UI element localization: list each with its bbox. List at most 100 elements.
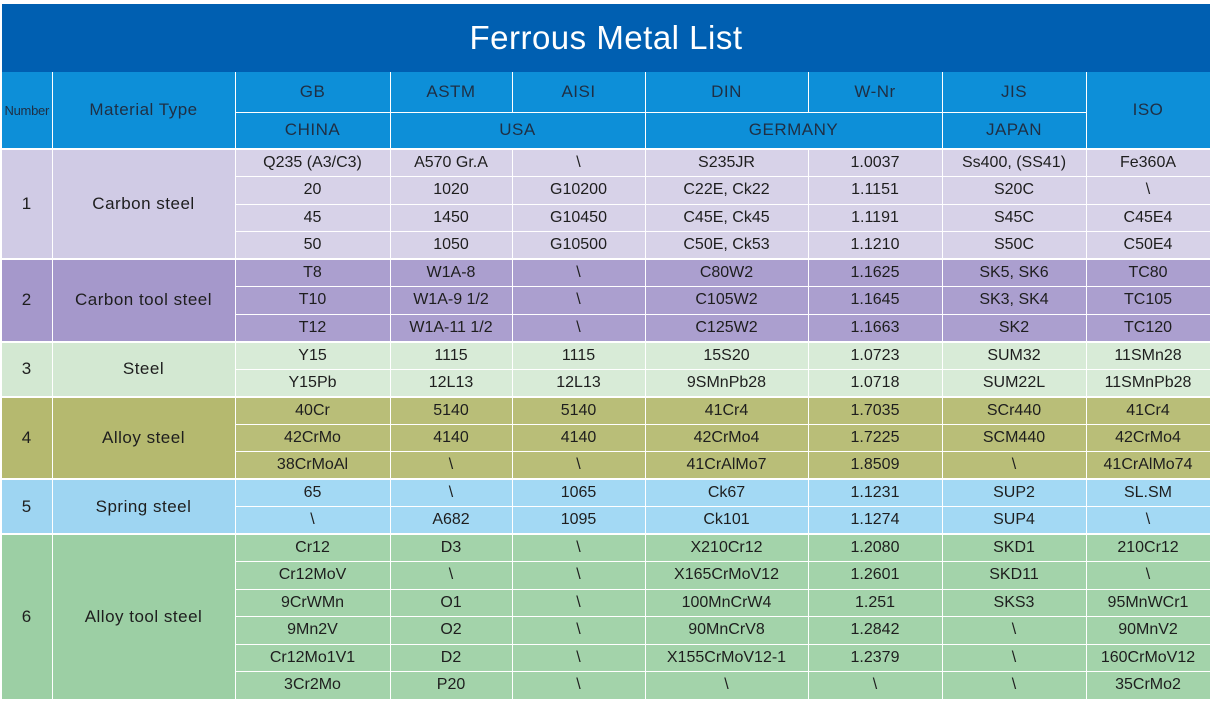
row-number: 1 bbox=[2, 148, 53, 260]
cell-wnr: 1.1274 bbox=[808, 506, 943, 535]
cell-iso: 11SMnPb28 bbox=[1086, 369, 1211, 397]
cell-gb: Cr12Mo1V1 bbox=[235, 644, 391, 672]
cell-wnr: 1.0718 bbox=[808, 369, 943, 397]
cell-aisi: 4140 bbox=[512, 424, 646, 452]
cell-aisi: 1065 bbox=[512, 478, 646, 507]
metal-table: Number Material Type GB ASTM AISI DIN W-… bbox=[2, 72, 1211, 700]
cell-iso: 160CrMoV12 bbox=[1086, 644, 1211, 672]
cell-gb: 9Mn2V bbox=[235, 616, 391, 645]
cell-iso: SL.SM bbox=[1086, 478, 1211, 507]
header-jis: JIS bbox=[942, 72, 1087, 113]
cell-din: C22E, Ck22 bbox=[645, 176, 809, 205]
cell-jis: \ bbox=[942, 644, 1087, 672]
material-type-cell: Spring steel bbox=[52, 478, 236, 535]
cell-din: S235JR bbox=[645, 148, 809, 177]
cell-gb: T10 bbox=[235, 286, 391, 315]
cell-astm: O1 bbox=[390, 589, 513, 617]
cell-jis: SKD11 bbox=[942, 561, 1087, 590]
cell-aisi: \ bbox=[512, 314, 646, 342]
table-row: 2 Carbon tool steel T8 W1A-8 \ C80W2 1.1625 SK5… bbox=[2, 258, 1211, 342]
cell-astm: D3 bbox=[390, 533, 513, 562]
cell-aisi: \ bbox=[512, 533, 646, 562]
cell-iso: 95MnWCr1 bbox=[1086, 589, 1211, 617]
cell-astm: \ bbox=[390, 561, 513, 590]
cell-din: X155CrMoV12-1 bbox=[645, 644, 809, 672]
material-type-cell: Alloy steel bbox=[52, 395, 236, 480]
cell-jis: SKS3 bbox=[942, 589, 1087, 617]
cell-aisi: \ bbox=[512, 644, 646, 672]
header-japan: JAPAN bbox=[942, 112, 1087, 150]
cell-astm: 1050 bbox=[390, 231, 513, 260]
table-row: \ A682 1095 Ck101 1.1274 SUP4 \ bbox=[2, 506, 1211, 535]
cell-jis: SUM32 bbox=[942, 340, 1087, 370]
cell-astm: 12L13 bbox=[390, 369, 513, 397]
cell-aisi: G10450 bbox=[512, 204, 646, 232]
cell-astm: A570 Gr.A bbox=[390, 148, 513, 177]
cell-wnr: 1.2601 bbox=[808, 561, 943, 590]
cell-iso: C45E4 bbox=[1086, 204, 1211, 232]
cell-wnr: 1.1231 bbox=[808, 478, 943, 507]
cell-wnr: 1.2379 bbox=[808, 644, 943, 672]
cell-wnr: 1.2842 bbox=[808, 616, 943, 645]
table-row: 5 Spring steel 65 \ 1065 Ck67 1.1231 SUP2 SL.SM bbox=[2, 478, 1211, 535]
cell-jis: S45C bbox=[942, 204, 1087, 232]
cell-astm: \ bbox=[390, 478, 513, 507]
header-aisi: AISI bbox=[512, 72, 646, 113]
cell-iso: 11SMn28 bbox=[1086, 340, 1211, 370]
cell-aisi: \ bbox=[512, 258, 646, 287]
cell-astm: 1450 bbox=[390, 204, 513, 232]
cell-gb: Cr12MoV bbox=[235, 561, 391, 590]
table-row: Y15Pb 12L13 12L13 9SMnPb28 1.0718 SUM22L 11SMn… bbox=[2, 369, 1211, 397]
cell-jis: \ bbox=[942, 616, 1087, 645]
cell-jis: \ bbox=[942, 451, 1087, 480]
header-din: DIN bbox=[645, 72, 809, 113]
cell-wnr: 1.1191 bbox=[808, 204, 943, 232]
cell-jis: SKD1 bbox=[942, 533, 1087, 562]
cell-wnr: 1.1645 bbox=[808, 286, 943, 315]
cell-wnr: 1.2080 bbox=[808, 533, 943, 562]
header-number: Number bbox=[2, 72, 53, 150]
cell-aisi: \ bbox=[512, 589, 646, 617]
cell-iso: TC120 bbox=[1086, 314, 1211, 342]
header-gb: GB bbox=[235, 72, 391, 113]
cell-din: X165CrMoV12 bbox=[645, 561, 809, 590]
table-body: 1 Carbon steel Q235 (A3/C3) A570 Gr.A \ S235J… bbox=[2, 148, 1211, 700]
cell-aisi: \ bbox=[512, 671, 646, 700]
cell-gb: 42CrMo bbox=[235, 424, 391, 452]
cell-din: 9SMnPb28 bbox=[645, 369, 809, 397]
table-header: Number Material Type GB ASTM AISI DIN W-… bbox=[2, 72, 1211, 150]
header-china: CHINA bbox=[235, 112, 391, 150]
cell-gb: 3Cr2Mo bbox=[235, 671, 391, 700]
cell-din: Ck101 bbox=[645, 506, 809, 535]
row-number: 3 bbox=[2, 340, 53, 397]
page-title: Ferrous Metal List bbox=[2, 4, 1210, 72]
cell-aisi: G10500 bbox=[512, 231, 646, 260]
cell-gb: Q235 (A3/C3) bbox=[235, 148, 391, 177]
table-row: 42CrMo 4140 4140 42CrMo4 1.7225 SCM440 42CrMo4 bbox=[2, 424, 1211, 452]
cell-astm: 1115 bbox=[390, 340, 513, 370]
cell-aisi: 5140 bbox=[512, 395, 646, 425]
cell-aisi: \ bbox=[512, 148, 646, 177]
cell-astm: O2 bbox=[390, 616, 513, 645]
cell-iso: TC105 bbox=[1086, 286, 1211, 315]
table-row: 9CrWMn O1 \ 100MnCrW4 1.251 SKS3 95MnWCr1 bbox=[2, 589, 1211, 617]
page-title-text: Ferrous Metal List bbox=[469, 19, 743, 56]
cell-iso: \ bbox=[1086, 176, 1211, 205]
cell-wnr: 1.1151 bbox=[808, 176, 943, 205]
cell-gb: T8 bbox=[235, 258, 391, 287]
cell-gb: Y15Pb bbox=[235, 369, 391, 397]
cell-wnr: 1.251 bbox=[808, 589, 943, 617]
cell-iso: 41CrAlMo74 bbox=[1086, 451, 1211, 480]
cell-astm: W1A-11 1/2 bbox=[390, 314, 513, 342]
cell-jis: SUP4 bbox=[942, 506, 1087, 535]
material-type-cell: Alloy tool steel bbox=[52, 533, 236, 700]
cell-din: 90MnCrV8 bbox=[645, 616, 809, 645]
cell-din: X210Cr12 bbox=[645, 533, 809, 562]
table-row: 9Mn2V O2 \ 90MnCrV8 1.2842 \ 90MnV2 bbox=[2, 616, 1211, 645]
cell-din: C50E, Ck53 bbox=[645, 231, 809, 260]
table-row: 3 Steel Y15 1115 1115 15S20 1.0723 SUM32 11SMn28 bbox=[2, 340, 1211, 397]
material-type-cell: Steel bbox=[52, 340, 236, 397]
cell-din: 41CrAlMo7 bbox=[645, 451, 809, 480]
cell-din: 42CrMo4 bbox=[645, 424, 809, 452]
cell-jis: SCM440 bbox=[942, 424, 1087, 452]
